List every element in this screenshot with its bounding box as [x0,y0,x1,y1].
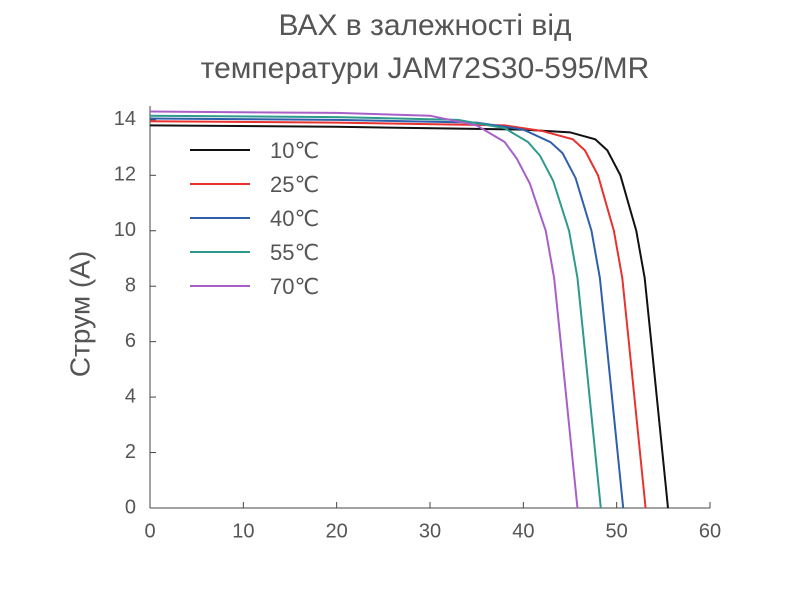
y-tick-label: 6 [125,330,136,352]
x-tick-label: 10 [232,520,254,542]
y-tick-label: 2 [125,441,136,463]
y-tick-label: 10 [114,219,136,241]
y-tick-label: 12 [114,164,136,186]
x-tick-label: 0 [144,520,155,542]
series-line [149,110,579,509]
y-tick-label: 0 [125,496,136,518]
y-tick-label: 4 [125,385,136,407]
x-tick-label: 50 [606,520,628,542]
legend-label: 40℃ [270,206,319,231]
legend-label: 10℃ [270,138,319,163]
legend-label: 55℃ [270,240,319,265]
chart-title: температури JAM72S30-595/MR [201,52,650,85]
series-line [149,114,602,509]
legend-label: 25℃ [270,172,319,197]
y-tick-label: 14 [114,108,136,130]
series-line [149,120,647,509]
legend-label: 70℃ [270,274,319,299]
x-tick-label: 20 [326,520,348,542]
chart-title: ВАХ в залежності від [278,9,571,42]
y-tick-label: 8 [125,274,136,296]
y-axis-label: Струм (А) [64,251,95,377]
x-tick-label: 60 [699,520,721,542]
x-tick-label: 30 [419,520,441,542]
series-line [149,124,669,509]
x-tick-label: 40 [512,520,534,542]
